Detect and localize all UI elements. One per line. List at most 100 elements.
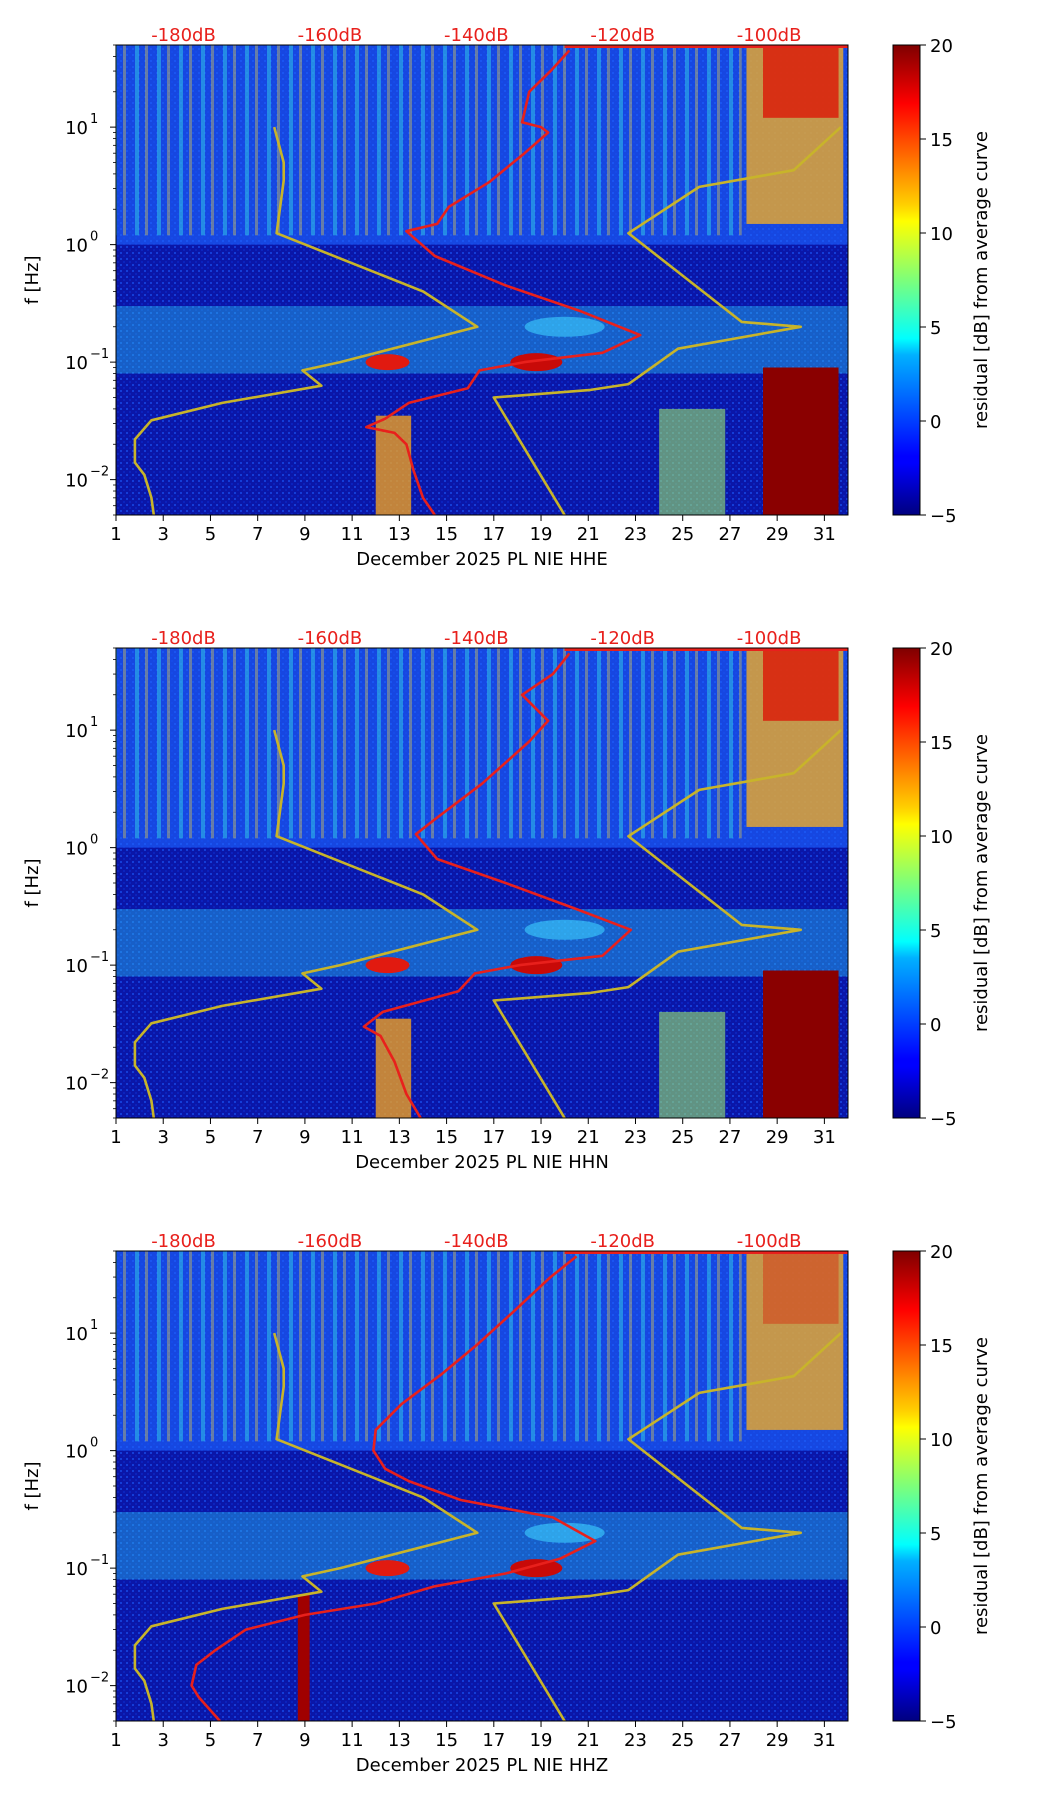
spectrogram-late-low (762, 970, 839, 1118)
spectrogram-daily-stripes (116, 45, 742, 236)
x-tick-label: 29 (766, 1730, 789, 1751)
x-tick-label: 21 (577, 1730, 600, 1751)
x-tick-label: 23 (624, 1730, 647, 1751)
x-tick-label: 1 (110, 1730, 121, 1751)
x-axis-label: December 2025 PL NIE HHN (355, 1152, 609, 1173)
spectrogram-plot-area (116, 45, 848, 515)
y-tick-exponent: −1 (90, 347, 109, 362)
db-scale-label: -160dB (298, 1231, 363, 1252)
colorbar-tick-label: 20 (930, 1242, 953, 1263)
x-tick-label: 25 (671, 524, 694, 545)
x-tick-label: 29 (766, 524, 789, 545)
x-tick-label: 13 (388, 524, 411, 545)
x-tick-label: 17 (482, 1730, 505, 1751)
x-tick-label: 31 (813, 1730, 836, 1751)
y-tick-label: 10 (65, 236, 88, 257)
y-tick-exponent: −2 (90, 1068, 109, 1083)
x-axis-label: December 2025 PL NIE HHE (356, 549, 608, 570)
y-tick-exponent: −2 (90, 465, 109, 480)
y-tick-label: 10 (65, 839, 88, 860)
x-tick-label: 31 (813, 1127, 836, 1148)
spectrogram-late-top (762, 648, 839, 721)
y-tick-label: 10 (65, 118, 88, 139)
colorbar-tick-label: 20 (930, 639, 953, 660)
spectrogram-daily-stripes (116, 648, 742, 839)
mean-level-line (362, 652, 633, 1118)
spectrogram-hotspot (510, 1559, 563, 1578)
spectrogram-band-microseism (116, 1512, 848, 1580)
spectrogram-daily-stripes (116, 1251, 742, 1442)
x-tick-label: 15 (435, 524, 458, 545)
db-scale-label: -120dB (590, 25, 655, 46)
colorbar-tick-label: 20 (930, 36, 953, 57)
spectrogram-band-microseism (116, 306, 848, 374)
y-tick-label: 10 (65, 1559, 88, 1580)
colorbar-tick-label: 10 (930, 224, 953, 245)
colorbar-tick-label: 10 (930, 1430, 953, 1451)
colorbar (892, 647, 921, 1119)
x-tick-label: 25 (671, 1127, 694, 1148)
colorbar-tick-label: −5 (930, 1109, 957, 1130)
x-tick-label: 1 (110, 524, 121, 545)
y-tick-exponent: 0 (90, 230, 98, 245)
y-tick-exponent: 1 (90, 1318, 98, 1333)
colorbar-tick-label: 5 (930, 921, 941, 942)
db-scale-label: -140dB (444, 628, 509, 649)
colorbar-tick-label: 0 (930, 412, 941, 433)
colorbar-tick-label: 10 (930, 827, 953, 848)
db-scale-label: -100dB (737, 1231, 802, 1252)
x-tick-label: 3 (157, 1730, 168, 1751)
y-tick-label: 10 (65, 721, 88, 742)
spectrogram-low-patch (375, 1018, 412, 1118)
y-tick-label: 10 (65, 471, 88, 492)
spectrogram-late-top (762, 45, 839, 118)
x-tick-label: 11 (341, 524, 364, 545)
noise-model-line (133, 1332, 479, 1721)
y-tick-exponent: −1 (90, 1553, 109, 1568)
x-tick-label: 21 (577, 1127, 600, 1148)
db-scale-label: -160dB (298, 25, 363, 46)
spectrogram-hotspot (365, 957, 410, 974)
spectrogram-hotspot (524, 919, 605, 940)
x-tick-label: 5 (205, 1127, 216, 1148)
x-tick-label: 23 (624, 1127, 647, 1148)
y-axis-label: f [Hz] (22, 858, 43, 907)
y-tick-label: 10 (65, 1677, 88, 1698)
mean-level-line (365, 49, 642, 515)
x-tick-label: 1 (110, 1127, 121, 1148)
x-tick-label: 15 (435, 1127, 458, 1148)
db-scale-label: -120dB (590, 628, 655, 649)
x-tick-label: 5 (205, 1730, 216, 1751)
x-tick-label: 29 (766, 1127, 789, 1148)
colorbar-tick-label: 0 (930, 1618, 941, 1639)
spectrogram-low-patch (659, 1011, 726, 1118)
x-tick-label: 13 (388, 1730, 411, 1751)
colorbar-tick-label: 5 (930, 318, 941, 339)
db-scale-label: -100dB (737, 628, 802, 649)
colorbar-tick-label: 15 (930, 130, 953, 151)
x-tick-label: 15 (435, 1730, 458, 1751)
x-tick-label: 3 (157, 1127, 168, 1148)
spectrogram-hotspot (365, 354, 410, 371)
y-tick-exponent: 0 (90, 1436, 98, 1451)
x-tick-label: 7 (252, 1730, 263, 1751)
colorbar-tick-label: −5 (930, 506, 957, 527)
colorbar-tick-label: 15 (930, 733, 953, 754)
y-axis-label: f [Hz] (22, 1461, 43, 1510)
spectrogram-late-high (746, 1251, 844, 1430)
y-tick-exponent: 0 (90, 833, 98, 848)
x-tick-label: 19 (530, 1127, 553, 1148)
colorbar-tick-label: −5 (930, 1712, 957, 1733)
noise-model-line (133, 126, 479, 515)
x-tick-label: 21 (577, 524, 600, 545)
spectrogram-hotspot (524, 316, 605, 337)
colorbar-label: residual [dB] from average curve (971, 1337, 992, 1635)
noise-model-line (492, 1332, 842, 1721)
noise-model-line (492, 729, 842, 1118)
colorbar-label: residual [dB] from average curve (971, 131, 992, 429)
x-tick-label: 19 (530, 1730, 553, 1751)
x-tick-label: 25 (671, 1730, 694, 1751)
spectrogram-hotspot (365, 1560, 410, 1577)
